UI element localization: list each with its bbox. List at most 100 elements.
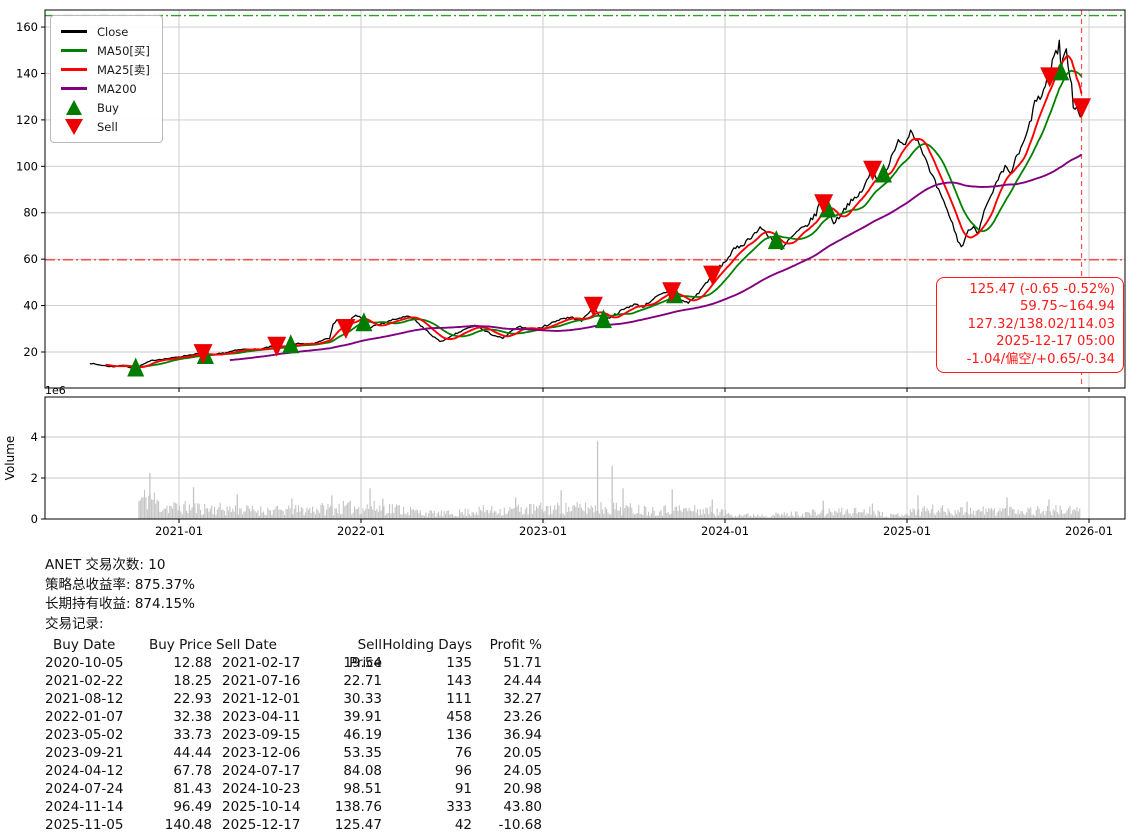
ma200-line-swatch xyxy=(59,87,89,90)
price-tick-label: 140 xyxy=(16,66,38,80)
trade-cell: 2025-11-05 xyxy=(45,817,124,833)
date-tick-label: 2022-01 xyxy=(337,524,385,538)
trade-cell: 96.49 xyxy=(173,799,212,815)
trade-cell: 39.91 xyxy=(343,709,382,725)
legend-item-ma50: MA50[买] xyxy=(59,41,150,60)
price-tick-label: 120 xyxy=(16,113,38,127)
trade-cell: 23.26 xyxy=(503,709,542,725)
sell-marker xyxy=(703,265,723,286)
legend-item-ma25: MA25[卖] xyxy=(59,60,150,79)
sell-marker xyxy=(662,282,682,303)
legend-label: Sell xyxy=(97,119,118,134)
chart-legend: Close MA50[买] MA25[卖] MA200 Buy Sell xyxy=(50,15,163,143)
price-tick-label: 160 xyxy=(16,20,38,34)
price-panel-border xyxy=(44,9,1126,389)
trade-cell: 2024-07-24 xyxy=(45,781,124,797)
trades-col-header: Holding Days xyxy=(382,637,472,653)
trade-cell: 2025-10-14 xyxy=(222,799,301,815)
legend-item-close: Close xyxy=(59,22,150,41)
trade-cell: 33.73 xyxy=(173,727,212,743)
trade-cell: 51.71 xyxy=(503,655,542,671)
price-tick-label: 40 xyxy=(23,299,38,313)
sell-marker xyxy=(1040,67,1060,88)
date-tick-label: 2024-01 xyxy=(701,524,749,538)
sell-marker xyxy=(267,336,287,357)
date-tick-label: 2025-01 xyxy=(883,524,931,538)
date-tick-label: 2021-01 xyxy=(155,524,203,538)
sell-marker xyxy=(193,344,213,365)
trade-cell: 32.27 xyxy=(503,691,542,707)
trade-cell: 140.48 xyxy=(164,817,212,833)
legend-item-ma200: MA200 xyxy=(59,79,150,98)
trade-row: 2023-05-02 33.73 2023-09-15 46.19 136 36.94 xyxy=(45,726,542,744)
volume-bars xyxy=(138,441,1081,520)
sell-marker xyxy=(863,160,883,181)
volume-offset-label: 1e6 xyxy=(45,384,66,397)
trade-cell: 96 xyxy=(454,763,472,779)
strategy-stats: ANET 交易次数: 10 策略总收益率: 875.37% 长期持有收益: 87… xyxy=(45,556,195,634)
trade-cell: 111 xyxy=(446,691,472,707)
trades-col-header: Buy Price xyxy=(148,637,212,653)
volume-tick-label: 4 xyxy=(31,430,38,444)
trade-cell: 2025-12-17 xyxy=(222,817,301,833)
sell-marker xyxy=(814,194,834,215)
trade-cell: 2024-04-12 xyxy=(45,763,124,779)
trade-cell: 67.78 xyxy=(173,763,212,779)
price-tick-label: 20 xyxy=(23,345,38,359)
trade-cell: 18.25 xyxy=(173,673,212,689)
buy-marker xyxy=(875,163,893,183)
trade-cell: 53.35 xyxy=(343,745,382,761)
trade-cell: 12.88 xyxy=(173,655,212,671)
date-tick-label: 2026-01 xyxy=(1065,524,1113,538)
annotation-line-bias: -1.04/偏空/+0.65/-0.34 xyxy=(966,351,1115,367)
sell-marker xyxy=(583,296,603,317)
trade-cell: 135 xyxy=(446,655,472,671)
trade-markers xyxy=(127,61,1092,377)
sell-marker xyxy=(336,319,356,340)
legend-item-buy: Buy xyxy=(59,98,150,117)
sell-marker xyxy=(1072,98,1092,119)
legend-label: MA200 xyxy=(97,81,137,96)
trade-cell: 76 xyxy=(454,745,472,761)
trade-cell: 2024-11-14 xyxy=(45,799,124,815)
trade-cell: 2023-09-15 xyxy=(222,727,301,743)
trade-cell: 2021-08-12 xyxy=(45,691,124,707)
price-annotation: 125.47 (-0.65 -0.52%) 59.75~164.94 127.3… xyxy=(936,277,1124,374)
trade-cell: -10.68 xyxy=(498,817,542,833)
stat-buyhold-return: 长期持有收益: 874.15% xyxy=(45,596,195,612)
trade-cell: 43.80 xyxy=(503,799,542,815)
ma200-line xyxy=(229,153,1083,362)
trade-cell: 30.33 xyxy=(343,691,382,707)
buy-marker xyxy=(1052,61,1070,81)
trade-log-heading: 交易记录: xyxy=(45,615,104,632)
trades-col-header: Sell Price xyxy=(349,637,382,671)
trade-cell: 19.54 xyxy=(343,655,382,671)
trade-cell: 2021-02-17 xyxy=(222,655,301,671)
trade-cell: 2021-12-01 xyxy=(222,691,301,707)
trade-cell: 2022-01-07 xyxy=(45,709,124,725)
trade-cell: 136 xyxy=(446,727,472,743)
gridlines xyxy=(45,10,1125,519)
price-tick-label: 100 xyxy=(16,159,38,173)
annotation-line-price: 125.47 (-0.65 -0.52%) xyxy=(969,282,1115,297)
date-tick-label: 2023-01 xyxy=(519,524,567,538)
trade-cell: 2023-05-02 xyxy=(45,727,124,743)
trade-cell: 81.43 xyxy=(173,781,212,797)
buy-marker xyxy=(767,230,785,250)
ma25-line-swatch xyxy=(59,68,89,71)
price-tick-label: 60 xyxy=(23,252,38,266)
trade-cell: 2021-02-22 xyxy=(45,673,124,689)
annotation-line-time: 2025-12-17 05:00 xyxy=(996,334,1115,350)
trade-cell: 2023-04-11 xyxy=(222,709,301,725)
volume-tick-label: 0 xyxy=(31,512,38,526)
buy-marker xyxy=(594,309,612,329)
legend-item-sell: Sell xyxy=(59,117,150,136)
trade-cell: 138.76 xyxy=(334,799,382,815)
trade-cell: 22.93 xyxy=(173,691,212,707)
trade-cell: 2021-07-16 xyxy=(222,673,301,689)
volume-panel-border xyxy=(44,396,1126,520)
trades-col-header: Profit % xyxy=(489,637,542,653)
annotation-line-range: 59.75~164.94 xyxy=(1020,299,1115,315)
trade-row: 2024-11-14 96.49 2025-10-14 138.76 333 43.80 xyxy=(45,798,542,816)
trade-cell: 2023-09-21 xyxy=(45,745,124,761)
